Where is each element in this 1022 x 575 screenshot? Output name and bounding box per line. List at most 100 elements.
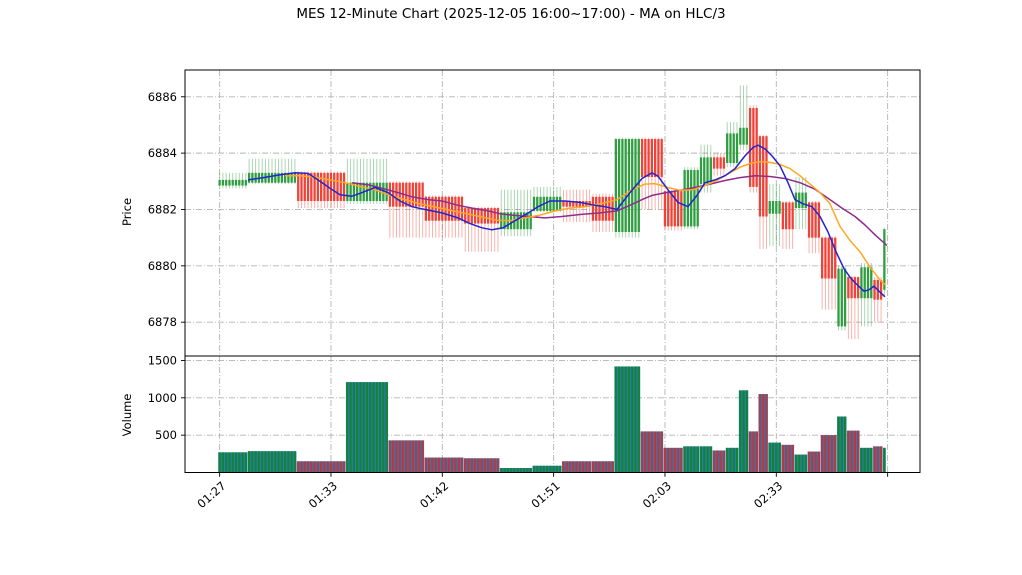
candle-up — [739, 127, 742, 145]
candle-down — [310, 172, 313, 202]
candle-down — [830, 237, 834, 279]
candle-down — [323, 172, 326, 202]
volume-bar-group — [499, 468, 533, 473]
candle-down — [578, 201, 581, 207]
candle-down — [470, 208, 473, 224]
candle-down — [653, 139, 657, 178]
candle-up — [267, 172, 270, 183]
candle-up — [696, 170, 699, 227]
candle-down — [457, 196, 460, 221]
candle-up — [860, 267, 863, 299]
volume-bar-group — [781, 444, 795, 473]
price-tick-label: 6880 — [148, 259, 177, 273]
volume-bar-group — [794, 454, 808, 473]
candle-up — [369, 182, 372, 202]
candle-up — [686, 170, 690, 227]
candle-down — [817, 202, 821, 238]
candle-up — [637, 139, 640, 233]
candle-down — [834, 237, 837, 279]
candle-up — [883, 229, 886, 290]
candle-up — [798, 192, 801, 209]
candle-down — [673, 191, 676, 227]
axes-spines — [184, 69, 921, 473]
candle-down — [418, 182, 421, 207]
candle-down — [329, 172, 333, 202]
candle-up — [290, 172, 293, 183]
candle-up — [703, 157, 706, 185]
candle-down — [811, 202, 814, 238]
candle-down — [595, 196, 598, 221]
candle-down — [568, 201, 572, 207]
candle-up — [627, 139, 631, 233]
candle-up — [624, 139, 627, 233]
candle-up — [683, 170, 686, 227]
candle-down — [431, 196, 434, 221]
candle-up — [729, 133, 732, 163]
candle-down — [663, 191, 667, 227]
volume-bar-group — [807, 451, 821, 473]
candle-down — [450, 196, 454, 221]
candle-up — [735, 133, 739, 163]
candle-up — [375, 182, 378, 202]
candle-down — [316, 172, 320, 202]
ma-lines — [247, 144, 888, 298]
candle-up — [221, 179, 225, 186]
candle-down — [319, 172, 323, 202]
candle-up — [352, 182, 356, 202]
candle-down — [297, 172, 300, 202]
candle-up — [254, 172, 257, 183]
candle-up — [234, 179, 238, 186]
candle-up — [244, 179, 247, 186]
candle-up — [247, 172, 251, 183]
chart-title: MES 12-Minute Chart (2025-12-05 16:00~17… — [296, 6, 726, 22]
candle-down — [873, 279, 876, 300]
candle-down — [336, 172, 339, 202]
candle-up — [843, 268, 847, 327]
candle-down — [581, 201, 585, 207]
price-tick-label: 6878 — [148, 315, 177, 329]
ma-slow-purple — [351, 174, 888, 247]
candle-down — [598, 196, 601, 221]
candle-up — [293, 172, 297, 183]
candle-up — [349, 182, 352, 202]
candle-up — [365, 182, 369, 202]
candle-down — [857, 277, 860, 299]
candle-up — [614, 139, 618, 233]
candle-down — [460, 196, 464, 221]
candle-down — [411, 182, 414, 207]
x-tick-label: 02:33 — [751, 479, 785, 511]
candle-down — [464, 208, 467, 224]
candle-down — [791, 202, 794, 230]
candle-up — [238, 179, 241, 186]
candle-up — [274, 172, 277, 183]
candle-down — [428, 196, 431, 221]
candle-up — [699, 157, 703, 185]
candle-down — [667, 191, 670, 227]
candle-up — [346, 182, 349, 202]
candle-down — [644, 139, 647, 178]
candle-up — [866, 267, 870, 299]
candle-up — [690, 170, 693, 227]
candle-up — [356, 182, 359, 202]
candle-up — [555, 196, 559, 211]
gridlines — [185, 70, 920, 473]
candle-up — [545, 196, 549, 211]
candle-up — [768, 201, 771, 214]
candle-down — [339, 172, 342, 202]
candle-down — [490, 208, 493, 224]
candle-down — [784, 202, 788, 230]
x-tick-label: 01:51 — [528, 479, 562, 511]
candle-down — [712, 157, 716, 169]
ma-fast-blue — [247, 144, 886, 298]
candle-down — [424, 196, 428, 221]
candle-up — [863, 267, 866, 299]
candle-up — [726, 133, 729, 163]
candle-up — [840, 268, 843, 327]
candle-up — [516, 212, 519, 230]
candle-down — [408, 182, 411, 207]
candle-down — [781, 202, 785, 230]
candle-down — [300, 172, 303, 202]
candle-down — [313, 172, 316, 202]
candle-up — [559, 196, 562, 211]
